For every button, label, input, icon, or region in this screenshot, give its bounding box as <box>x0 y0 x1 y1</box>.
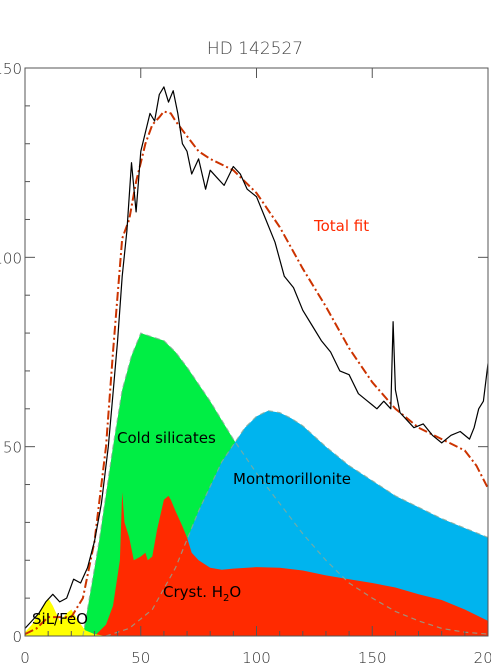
montmorillonite-label: Montmorillonite <box>233 470 351 488</box>
x-tick-label: 0 <box>20 649 30 666</box>
outline-montmorillonite <box>105 410 488 636</box>
outline-cold-silicates <box>82 332 488 636</box>
y-tick-label: 0 <box>12 628 22 646</box>
plot-area <box>25 86 488 636</box>
y-tick-label: 100 <box>0 249 22 267</box>
y-tick-label: 150 <box>0 60 22 78</box>
y-tick-label: 50 <box>3 439 22 457</box>
cryst-h2o-suffix: O <box>229 583 241 601</box>
cryst-h2o-subscript: 2 <box>223 593 229 604</box>
x-tick-label: 50 <box>131 649 150 666</box>
x-tick-label: 100 <box>242 649 271 666</box>
area-cryst-h2o <box>94 492 488 636</box>
x-tick-label: 200 <box>474 649 491 666</box>
x-tick-label: 150 <box>358 649 387 666</box>
cold-silicates-label: Cold silicates <box>117 429 216 447</box>
chart-title: HD 142527 <box>207 39 303 59</box>
cryst-h2o-label: Cryst. H2O <box>163 583 241 604</box>
observed-spectrum-line <box>25 86 488 629</box>
sil-feo-label: SiL/FeO <box>32 610 88 628</box>
cryst-h2o-prefix: Cryst. H <box>163 583 223 601</box>
total-fit-label: Total fit <box>313 217 369 235</box>
